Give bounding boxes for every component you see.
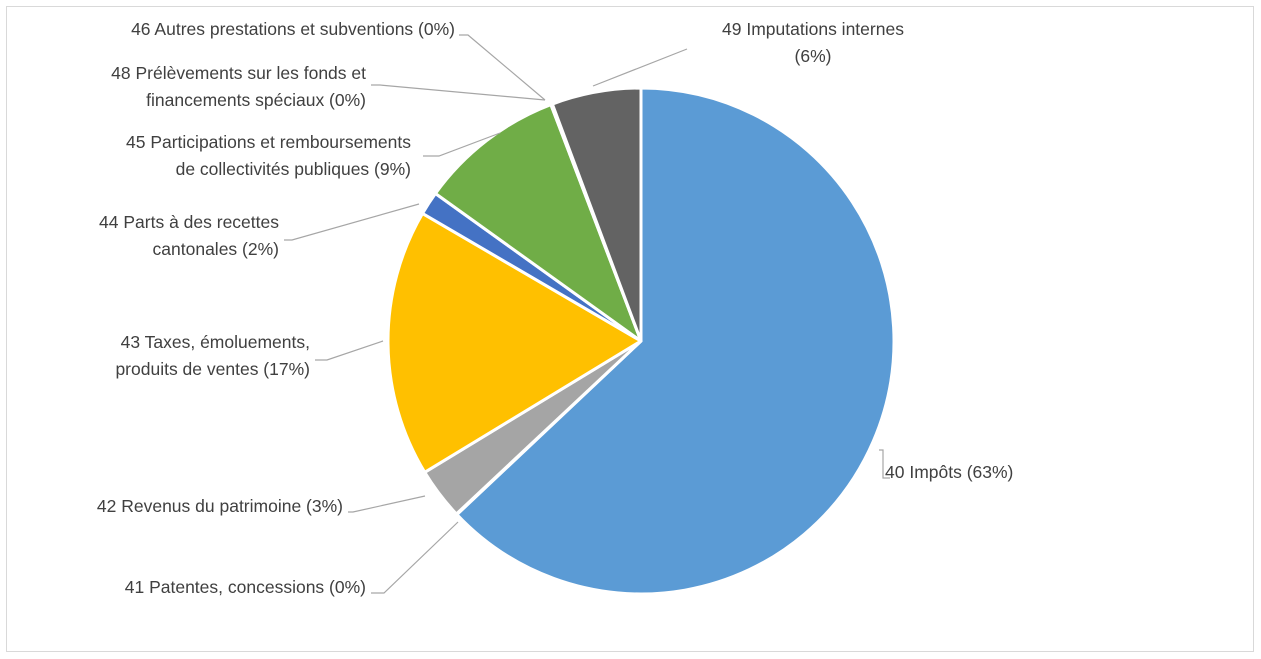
leader-lines xyxy=(284,34,890,594)
leader-line-48 xyxy=(371,84,546,101)
leader-line-46 xyxy=(459,34,546,101)
pie-slice-49 xyxy=(550,86,643,343)
data-label-48: 48 Prélèvements sur les fonds et financem… xyxy=(111,63,366,110)
chart-area: 40 Impôts (63%) 41 Patentes, concessions … xyxy=(6,6,1254,652)
leader-line-41 xyxy=(371,521,459,594)
data-label-46: 46 Autres prestations et subventions (0%… xyxy=(131,19,455,39)
data-label-43: 43 Taxes, émoluements, produits de ventes… xyxy=(115,332,310,379)
pie-slice-45 xyxy=(433,103,643,343)
pie-chart: 40 Impôts (63%) 41 Patentes, concessions … xyxy=(97,19,1014,597)
data-label-45: 45 Participations et remboursements de co… xyxy=(126,132,411,179)
data-label-40: 40 Impôts (63%) xyxy=(885,462,1013,482)
data-label-41: 41 Patentes, concessions (0%) xyxy=(125,577,366,597)
leader-line-40 xyxy=(879,449,890,479)
data-label-44: 44 Parts à des recettes cantonales (2%) xyxy=(99,212,279,259)
data-label-42: 42 Revenus du patrimoine (3%) xyxy=(97,496,343,516)
pie-slice-43 xyxy=(386,211,643,474)
pie-slice-40 xyxy=(455,86,896,596)
leader-line-42 xyxy=(348,495,426,513)
data-labels: 40 Impôts (63%) 41 Patentes, concessions … xyxy=(97,19,1014,597)
leader-line-49 xyxy=(592,48,688,87)
pie-slices xyxy=(386,86,896,596)
leader-line-45 xyxy=(423,132,501,157)
leader-line-43 xyxy=(315,340,384,361)
leader-line-44 xyxy=(284,203,420,241)
data-label-49: 49 Imputations internes (6%) xyxy=(722,19,904,66)
